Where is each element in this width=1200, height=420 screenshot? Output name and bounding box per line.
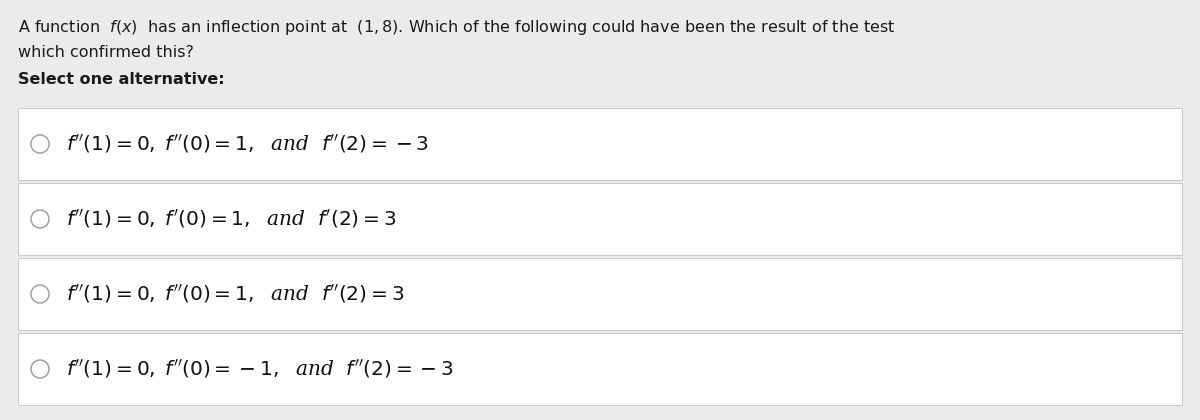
Text: A function  $f(x)$  has an inflection point at  $(1, 8)$. Which of the following: A function $f(x)$ has an inflection poin… (18, 18, 895, 37)
Text: $f''(1) = 0,\; f''(0) = 1,$  and  $f''(2) = -3$: $f''(1) = 0,\; f''(0) = 1,$ and $f''(2) … (66, 133, 430, 155)
Bar (18, 108, 1182, 180)
Bar (18, 333, 1182, 405)
Bar (18, 183, 1182, 255)
Text: $f''(1) = 0,\; f''(0) = -1,$  and  $f''(2) = -3$: $f''(1) = 0,\; f''(0) = -1,$ and $f''(2)… (66, 358, 454, 380)
Text: $f''(1) = 0,\; f'(0) = 1,$  and  $f'(2) = 3$: $f''(1) = 0,\; f'(0) = 1,$ and $f'(2) = … (66, 208, 397, 230)
Text: Select one alternative:: Select one alternative: (18, 72, 224, 87)
Text: $f''(1) = 0,\; f''(0) = 1,$  and  $f''(2) = 3$: $f''(1) = 0,\; f''(0) = 1,$ and $f''(2) … (66, 283, 404, 305)
Text: which confirmed this?: which confirmed this? (18, 45, 194, 60)
Bar (18, 258, 1182, 330)
